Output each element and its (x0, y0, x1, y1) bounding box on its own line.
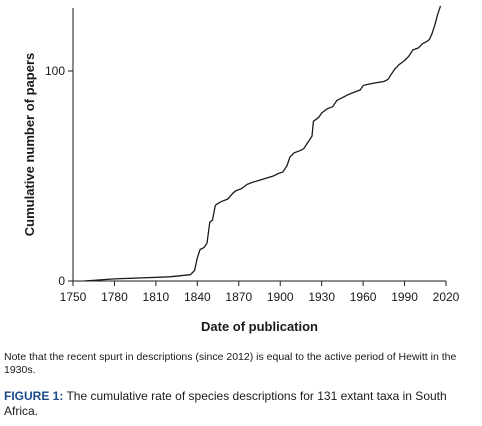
chart-marks (84, 5, 442, 282)
series-line (84, 5, 442, 282)
x-tick-label: 1810 (143, 290, 170, 304)
x-tick-label: 2020 (433, 290, 460, 304)
figure-note: Note that the recent spurt in descriptio… (4, 351, 457, 376)
x-tick-label: 1870 (225, 290, 252, 304)
y-axis-title: Cumulative number of papers (22, 53, 37, 236)
x-axis-title: Date of publication (201, 319, 318, 334)
chart-labels: 1750 1780 1810 1840 1870 1900 1930 1960 1990 2020… (22, 53, 460, 334)
figure-caption-text: The cumulative rate of species descripti… (4, 389, 447, 418)
x-tick-label: 1990 (391, 290, 418, 304)
y-tick-label: 0 (58, 274, 65, 288)
y-tick-label: 100 (45, 64, 65, 78)
chart-figure: 1750 1780 1810 1840 1870 1900 1930 1960 1990 2020… (22, 5, 460, 334)
x-tick-label: 1930 (308, 290, 335, 304)
figure-caption-label: FIGURE 1: (4, 389, 64, 403)
chart-axes (68, 8, 447, 286)
x-tick-label: 1780 (101, 290, 128, 304)
x-tick-label: 1750 (60, 290, 87, 304)
x-tick-label: 1960 (350, 290, 377, 304)
line-chart: 1750 1780 1810 1840 1870 1900 1930 1960 1990 2020… (22, 5, 460, 334)
figure-caption: FIGURE 1: The cumulative rate of species… (4, 389, 478, 419)
x-tick-label: 1900 (267, 290, 294, 304)
x-tick-label: 1840 (184, 290, 211, 304)
